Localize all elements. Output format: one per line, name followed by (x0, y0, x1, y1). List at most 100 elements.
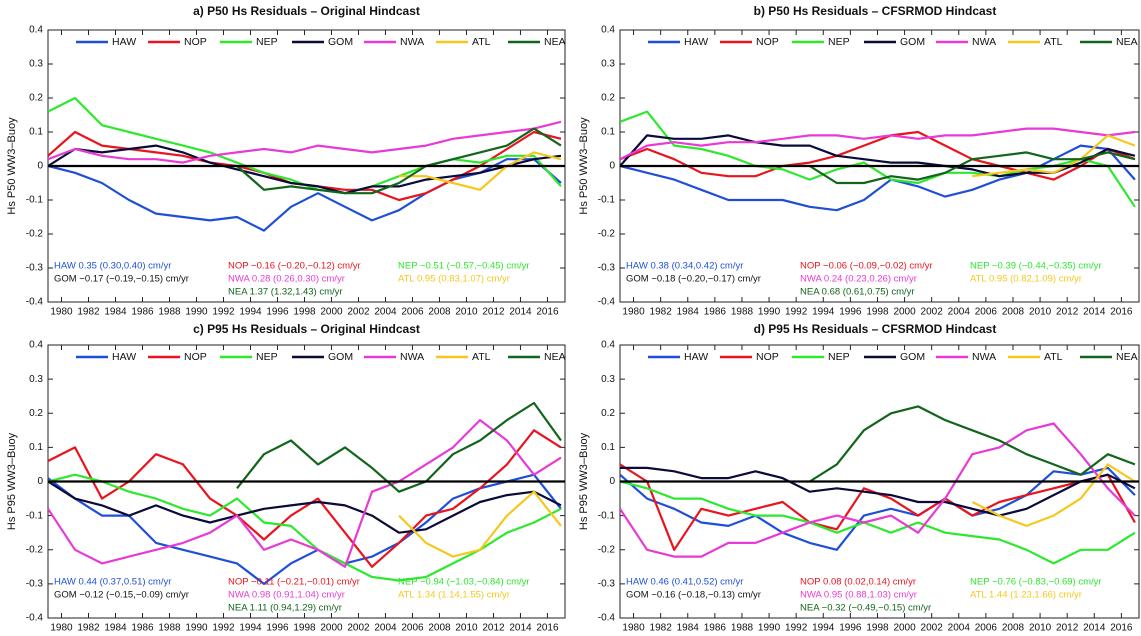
x-tick-label: 2010 (1029, 623, 1052, 634)
trend-annotation: NWA 0.28 (0.26,0.30) cm/yr (228, 274, 345, 285)
series-line (809, 405, 1136, 483)
trend-annotation: HAW 0.44 (0.37,0.51) cm/yr (54, 577, 171, 588)
series-line (48, 473, 562, 585)
legend-label: NEA (544, 351, 566, 363)
x-tick-label: 2006 (975, 307, 998, 318)
x-tick-label: 1996 (839, 307, 862, 318)
x-tick-label: 1988 (158, 623, 181, 634)
x-tick-label: 1996 (266, 307, 289, 318)
x-tick-label: 1998 (293, 307, 316, 318)
legend-label: HAW (112, 351, 136, 363)
series-line (398, 490, 562, 558)
x-tick-label: 2008 (1002, 623, 1025, 634)
series-line (809, 151, 1136, 185)
trend-annotation: ATL 0.95 (0.82,1.09) cm/yr (970, 274, 1082, 285)
legend-label: NEA (1116, 36, 1138, 48)
y-tick-label: -0.2 (26, 229, 44, 240)
legend-label: NEP (828, 351, 850, 363)
trend-annotation: NEA 1.11 (0.94,1.29) cm/yr (228, 603, 342, 614)
panel: a) P50 Hs Residuals – Original Hindcast H… (6, 4, 566, 317)
x-tick-label: 2002 (921, 307, 944, 318)
series-line (236, 127, 562, 195)
y-tick-label: 0.2 (601, 93, 615, 104)
trend-annotation: NEP −0.39 (−0.44,−0.35) cm/yr (970, 261, 1102, 272)
x-tick-label: 1982 (650, 623, 673, 634)
y-tick-label: 0.1 (601, 442, 615, 453)
x-tick-label: 2000 (320, 307, 343, 318)
x-tick-label: 1990 (758, 623, 781, 634)
x-tick-label: 1988 (158, 307, 181, 318)
legend-label: NWA (400, 351, 424, 363)
legend-label: NWA (972, 36, 996, 48)
series-line (236, 401, 562, 493)
x-tick-label: 1994 (239, 307, 262, 318)
series-line (48, 419, 562, 568)
y-tick-label: -0.4 (26, 613, 44, 624)
x-tick-label: 2012 (1056, 307, 1079, 318)
x-tick-label: 1992 (212, 623, 235, 634)
x-tick-label: 2016 (536, 307, 559, 318)
panel-title: b) P50 Hs Residuals – CFSRMOD Hindcast (754, 4, 997, 18)
x-tick-label: 1994 (812, 307, 835, 318)
legend-label: ATL (472, 36, 491, 48)
legend-label: NWA (972, 351, 996, 363)
y-tick-label: 0.3 (29, 374, 43, 385)
legend-label: GOM (900, 351, 925, 363)
x-tick-label: 1986 (131, 623, 154, 634)
x-tick-label: 1990 (185, 623, 208, 634)
series-line (48, 429, 562, 568)
series-line (48, 158, 562, 232)
y-tick-label: 0.1 (601, 127, 615, 138)
x-tick-label: 2004 (948, 307, 971, 318)
x-tick-label: 2004 (374, 623, 397, 634)
trend-annotation: GOM −0.12 (−0.15,−0.09) cm/yr (54, 590, 189, 601)
panel: d) P95 Hs Residuals – CFSRMOD Hindcast Hs… (578, 322, 1140, 634)
y-tick-label: 0.4 (29, 340, 43, 351)
legend-label: GOM (328, 351, 353, 363)
trend-annotation: NEA 1.37 (1.32,1.43) cm/yr (228, 287, 343, 298)
series-line (971, 463, 1136, 527)
y-tick-label: 0.1 (29, 442, 43, 453)
y-tick-label: 0.2 (29, 408, 43, 419)
legend-label: NEP (828, 36, 850, 48)
x-tick-label: 1986 (704, 307, 727, 318)
panel: b) P50 Hs Residuals – CFSRMOD Hindcast Hs… (578, 4, 1140, 318)
x-tick-label: 1980 (622, 623, 645, 634)
y-tick-label: -0.2 (26, 544, 44, 555)
y-tick-label: 0 (609, 476, 615, 487)
x-tick-label: 1980 (50, 623, 73, 634)
trend-annotation: NEA −0.32 (−0.49,−0.15) cm/yr (800, 603, 931, 614)
y-axis-label: Hs P95 WW3–Buoy (578, 432, 590, 530)
series-line (620, 466, 1136, 551)
y-tick-label: -0.1 (26, 195, 44, 206)
x-tick-label: 1984 (104, 307, 127, 318)
trend-annotation: NOP −0.06 (−0.09,−0.02) cm/yr (800, 261, 933, 272)
y-tick-label: 0 (609, 161, 615, 172)
x-tick-label: 2006 (401, 307, 424, 318)
x-tick-label: 2012 (482, 623, 505, 634)
series-line (620, 144, 1136, 212)
x-tick-label: 1986 (131, 307, 154, 318)
panel-title: a) P50 Hs Residuals – Original Hindcast (193, 4, 420, 18)
panel-title: d) P95 Hs Residuals – CFSRMOD Hindcast (754, 322, 997, 336)
series-line (48, 144, 562, 195)
series-line (48, 96, 562, 195)
legend-label: ATL (472, 351, 491, 363)
x-tick-label: 2006 (401, 623, 424, 634)
series-line (972, 134, 1136, 178)
x-tick-label: 1982 (77, 623, 100, 634)
y-tick-label: 0.3 (29, 59, 43, 70)
series-line (48, 120, 562, 164)
x-tick-label: 2004 (374, 307, 397, 318)
x-tick-label: 2000 (320, 623, 343, 634)
x-tick-label: 2016 (1110, 623, 1133, 634)
x-tick-label: 2000 (893, 307, 916, 318)
x-tick-label: 2014 (509, 307, 532, 318)
x-tick-label: 1998 (866, 307, 889, 318)
x-tick-label: 2012 (482, 307, 505, 318)
x-tick-label: 1992 (212, 307, 235, 318)
x-tick-label: 2002 (347, 623, 370, 634)
series-line (48, 473, 562, 582)
y-tick-label: -0.4 (26, 297, 44, 308)
